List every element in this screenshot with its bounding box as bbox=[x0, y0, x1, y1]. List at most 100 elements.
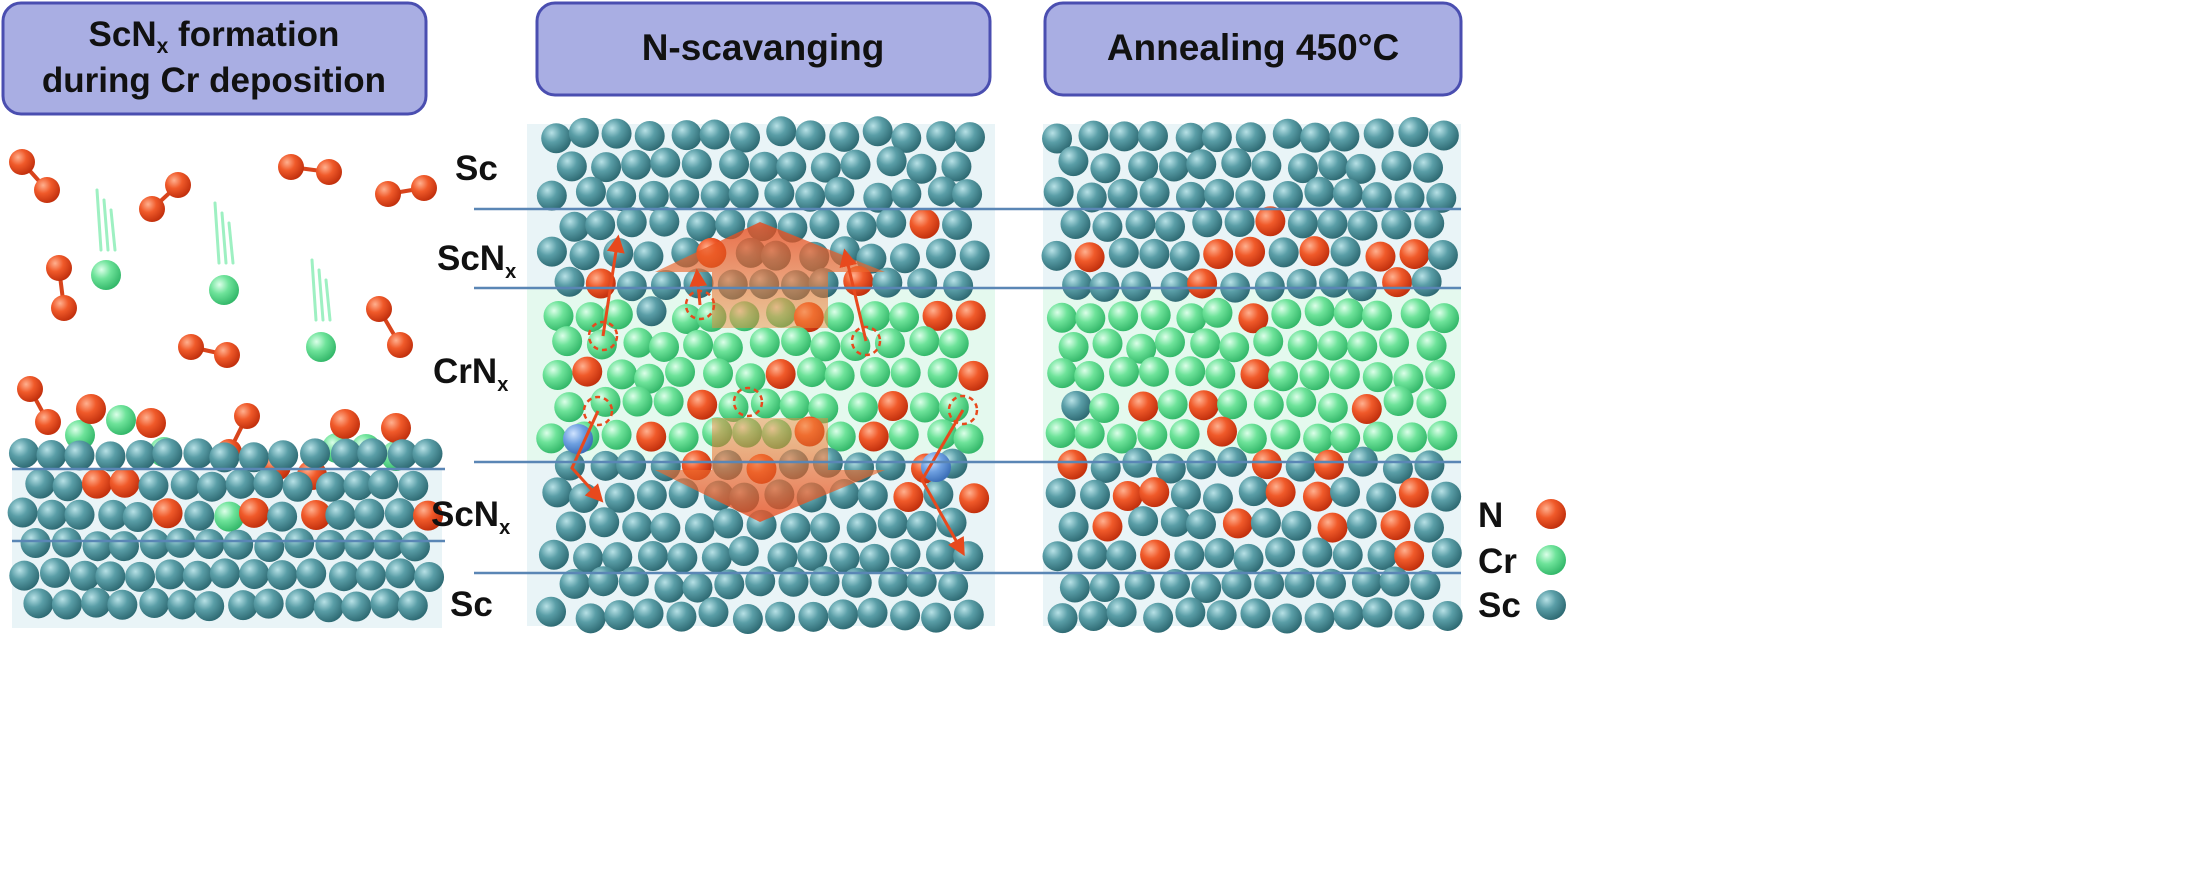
sc-atom bbox=[569, 240, 600, 271]
sc-atom bbox=[1192, 207, 1223, 238]
sc-atom bbox=[809, 209, 840, 240]
sc-atom bbox=[328, 561, 359, 592]
sc-atom bbox=[780, 512, 811, 543]
sc-atom bbox=[253, 588, 284, 619]
n-atom bbox=[9, 149, 35, 175]
vacancy-circle bbox=[732, 386, 764, 418]
n-atom bbox=[35, 409, 61, 435]
sc-atom bbox=[1221, 147, 1252, 178]
n-atom bbox=[136, 408, 166, 438]
cr-atom bbox=[808, 393, 839, 424]
cr-atom bbox=[634, 363, 665, 394]
n-atom bbox=[687, 389, 718, 420]
n-atom bbox=[922, 300, 953, 331]
cr-atom bbox=[824, 302, 855, 333]
sc-atom bbox=[330, 438, 361, 469]
sc-atom bbox=[1174, 540, 1205, 571]
deposition-trail bbox=[109, 208, 117, 252]
cr-atom bbox=[810, 331, 841, 362]
sc-atom bbox=[1191, 573, 1222, 604]
sc-atom bbox=[1315, 568, 1346, 599]
cr-atom bbox=[1176, 303, 1207, 334]
deposition-trail bbox=[317, 268, 325, 322]
label-scnx-top-main: ScN bbox=[437, 239, 505, 278]
n-atom bbox=[765, 359, 796, 390]
label-scnx-top-sub: x bbox=[505, 261, 516, 283]
sc-atom bbox=[209, 558, 240, 589]
sc-atom bbox=[846, 512, 877, 543]
sc-atom bbox=[876, 146, 907, 177]
sc-atom bbox=[253, 468, 284, 499]
cr-atom bbox=[1317, 392, 1348, 423]
cr-atom bbox=[1202, 297, 1233, 328]
sc-atom bbox=[616, 449, 647, 480]
n-atom bbox=[1351, 393, 1382, 424]
n-atom bbox=[1092, 511, 1123, 542]
n-atom bbox=[81, 468, 112, 499]
n-atom bbox=[1207, 416, 1238, 447]
cr-atom bbox=[1304, 296, 1335, 327]
sc-atom bbox=[701, 542, 732, 573]
sc-atom bbox=[1302, 537, 1333, 568]
sc-atom bbox=[633, 598, 664, 629]
panel3-header: Annealing 450°C bbox=[1043, 1, 1463, 97]
cr-atom bbox=[749, 327, 780, 358]
sc-atom bbox=[125, 439, 156, 470]
sc-atom bbox=[1076, 182, 1107, 213]
cr-atom bbox=[1286, 387, 1317, 418]
sc-atom bbox=[1108, 237, 1139, 268]
sc-atom bbox=[1061, 390, 1092, 421]
n-atom bbox=[636, 421, 667, 452]
sc-atom bbox=[1346, 271, 1377, 302]
sc-atom bbox=[538, 539, 569, 570]
sc-atom bbox=[936, 507, 967, 538]
cr-atom bbox=[1106, 423, 1137, 454]
legend-label-sc: Sc bbox=[1478, 586, 1521, 625]
cr-atom bbox=[890, 357, 921, 388]
sc-atom bbox=[829, 542, 860, 573]
n-atom bbox=[1299, 236, 1330, 267]
n-atom bbox=[165, 172, 191, 198]
sc-atom bbox=[81, 587, 112, 618]
sc-atom bbox=[1169, 240, 1200, 271]
n-atom bbox=[76, 394, 106, 424]
sc-atom bbox=[1381, 150, 1412, 181]
sc-atom bbox=[385, 558, 416, 589]
sc-atom bbox=[1332, 540, 1363, 571]
cr-atom bbox=[1347, 331, 1378, 362]
sc-atom bbox=[589, 507, 620, 538]
sc-atom bbox=[616, 207, 647, 238]
sc-atom bbox=[1154, 211, 1185, 242]
cr-atom bbox=[1074, 418, 1105, 449]
cr-atom bbox=[575, 302, 606, 333]
sc-atom bbox=[876, 207, 907, 238]
n-atom bbox=[1128, 391, 1159, 422]
sc-atom bbox=[732, 603, 763, 634]
sc-atom bbox=[355, 560, 386, 591]
cr-atom bbox=[703, 358, 734, 389]
sc-atom bbox=[1202, 483, 1233, 514]
sc-atom bbox=[650, 147, 681, 178]
n-atom bbox=[1140, 539, 1171, 570]
sc-atom bbox=[1300, 122, 1331, 153]
panel1-header: ScNx formation during Cr deposition bbox=[1, 1, 428, 116]
sc-atom bbox=[170, 469, 201, 500]
sc-atom bbox=[95, 441, 126, 472]
sc-atom bbox=[536, 596, 567, 627]
cr-atom bbox=[1271, 298, 1302, 329]
sc-atom bbox=[315, 471, 346, 502]
sc-atom bbox=[325, 499, 356, 530]
layer-boundaries bbox=[12, 207, 1461, 575]
sc-atom bbox=[862, 116, 893, 147]
sc-atom bbox=[343, 470, 374, 501]
sc-atom bbox=[1254, 569, 1285, 600]
sc-atom bbox=[684, 513, 715, 544]
sc-atom bbox=[1078, 601, 1109, 632]
sc-atom bbox=[1332, 178, 1363, 209]
sc-atom bbox=[1186, 149, 1217, 180]
sc-atom bbox=[636, 480, 667, 511]
sc-atom bbox=[942, 209, 973, 240]
sc-atom bbox=[797, 540, 828, 571]
sc-atom bbox=[573, 542, 604, 573]
cr-atom bbox=[1299, 360, 1330, 391]
